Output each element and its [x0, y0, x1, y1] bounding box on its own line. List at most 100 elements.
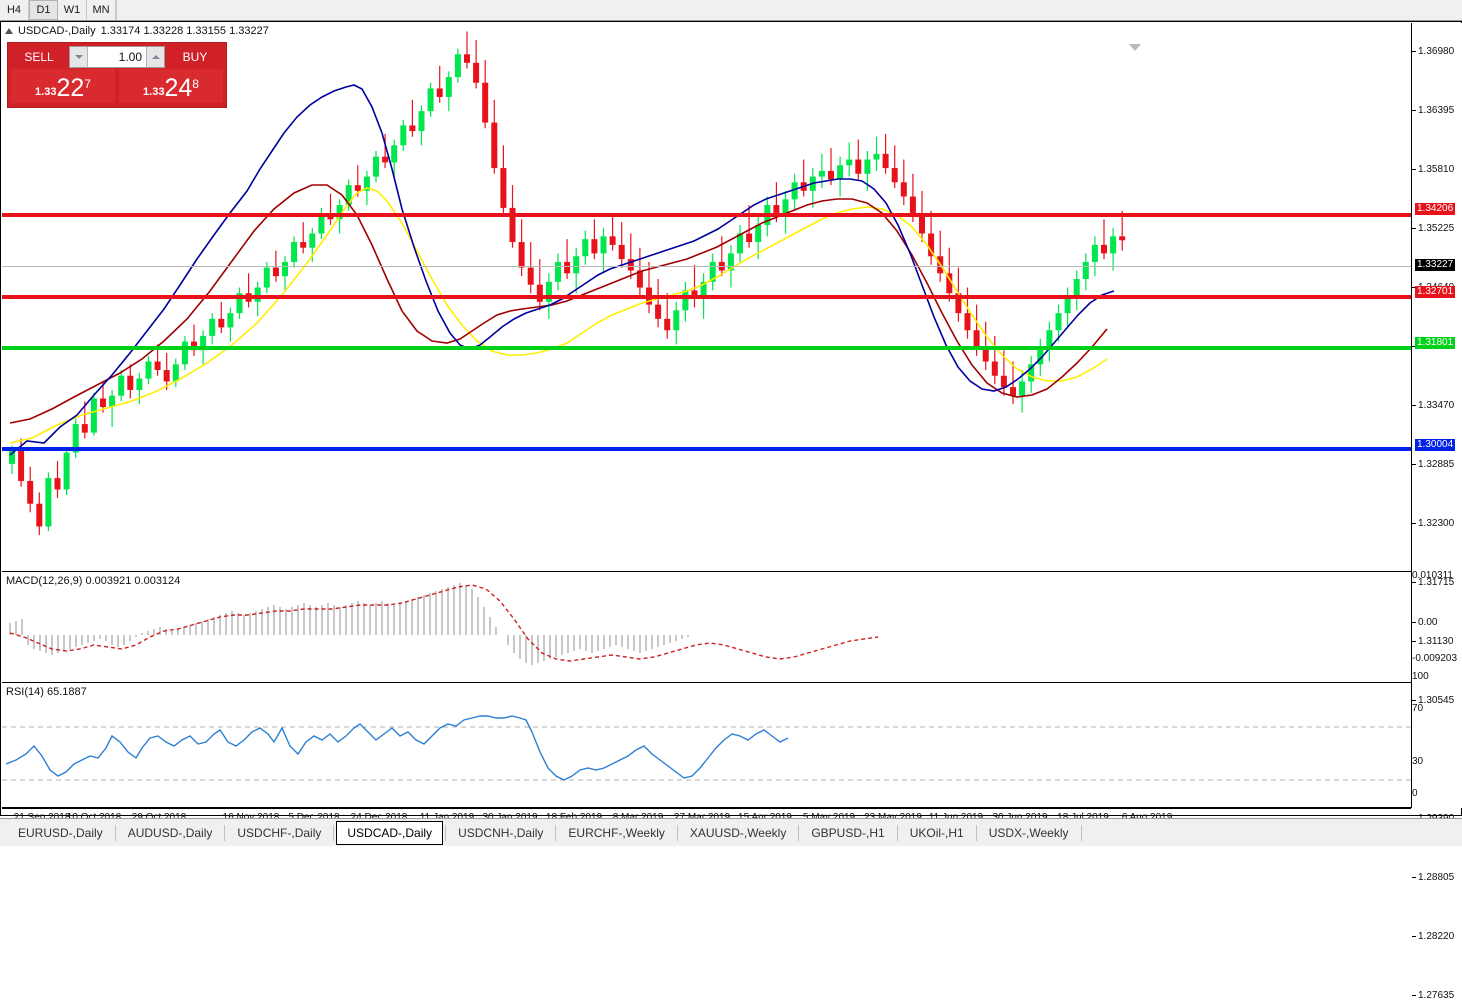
buy-price-prefix: 1.33	[143, 86, 165, 98]
tab-usdchf-daily[interactable]: USDCHF-,Daily	[237, 825, 322, 840]
tab-usdcad-daily[interactable]: USDCAD-,Daily	[336, 820, 444, 845]
trade-panel-top-row: SELL 1.00 BUY	[8, 43, 226, 68]
resistance-line-1[interactable]	[2, 213, 1411, 217]
crosshair-line	[2, 266, 1411, 267]
buy-price-main: 24	[164, 74, 193, 102]
candlestick-chart	[9, 31, 1126, 536]
ma-mid-line	[9, 184, 1108, 424]
tab-ukoil-h1[interactable]: UKOil-,H1	[909, 825, 964, 840]
macd-tick: 0.00	[1412, 617, 1437, 628]
time-tick: 11 Jan 2019	[420, 812, 474, 823]
price-tick: 1.31130	[1412, 636, 1453, 647]
time-tick: 5 May 2019	[803, 812, 855, 823]
chevron-down-icon	[74, 55, 83, 59]
price-tick: 1.28220	[1412, 931, 1454, 942]
volume-decrease-button[interactable]	[70, 47, 88, 67]
tab-eurchf-weekly[interactable]: EURCHF-,Weekly	[568, 825, 665, 840]
collapse-triangle-icon[interactable]	[5, 28, 13, 34]
price-tick: 1.27635	[1412, 990, 1454, 1001]
sell-price-main: 22	[56, 74, 85, 102]
price-axis[interactable]: 1.36980 1.36395 1.35810 1.35225 1.34640 …	[1411, 23, 1462, 1001]
time-tick: 8 Mar 2019	[613, 812, 664, 823]
time-tick: 16 Nov 2018	[223, 812, 280, 823]
price-tick: 1.36395	[1412, 105, 1454, 116]
time-tick: 10 Oct 2018	[67, 812, 121, 823]
time-axis[interactable]: 21 Sep 2018 10 Oct 2018 29 Oct 2018 16 N…	[2, 808, 1411, 830]
resistance-line-2[interactable]	[2, 295, 1411, 299]
price-pane[interactable]: SELL 1.00 BUY 1.33 22 7 1.33 24 8	[2, 23, 1411, 572]
rsi-tick: 30	[1412, 756, 1424, 767]
toolbar-empty-area	[116, 0, 1462, 20]
timeframe-mn[interactable]: MN	[87, 0, 116, 20]
tab-separator	[676, 824, 678, 841]
price-tick: 1.35225	[1412, 223, 1454, 234]
timeframe-w1[interactable]: W1	[58, 0, 87, 20]
price-tick: 1.35810	[1412, 164, 1454, 175]
time-tick: 30 Jan 2019	[482, 812, 537, 823]
macd-histogram	[9, 583, 689, 665]
tab-usdcnh-daily[interactable]: USDCNH-,Daily	[458, 825, 544, 840]
support-line-blue[interactable]	[2, 447, 1411, 451]
price-tick: 1.31715	[1412, 577, 1454, 588]
tab-xauusd-weekly[interactable]: XAUUSD-,Weekly	[689, 825, 787, 840]
buy-price-cell[interactable]: 1.33 24 8	[119, 69, 223, 103]
support-line-green[interactable]	[2, 346, 1411, 350]
timeframe-d1[interactable]: D1	[29, 0, 58, 20]
one-click-trading-panel[interactable]: SELL 1.00 BUY 1.33 22 7 1.33 24 8	[7, 42, 227, 108]
tab-separator	[896, 824, 898, 841]
rsi-label: RSI(14) 65.1887	[6, 686, 90, 698]
support-label-blue: 1.30004	[1415, 439, 1456, 451]
time-tick: 18 Feb 2019	[546, 812, 602, 823]
time-tick: 23 May 2019	[864, 812, 922, 823]
tab-separator	[114, 824, 116, 841]
time-tick: 24 Dec 2018	[351, 812, 408, 823]
resistance-label-2: 1.32701	[1415, 286, 1456, 298]
symbol-tab-bar: EURUSD-,Daily AUDUSD-,Daily USDCHF-,Dail…	[0, 818, 1462, 846]
tab-separator	[224, 824, 226, 841]
price-tick: 1.33470	[1412, 400, 1454, 411]
time-tick: 5 Dec 2018	[288, 812, 339, 823]
tab-gbpusd-h1[interactable]: GBPUSD-,H1	[811, 825, 885, 840]
chart-symbol-label: USDCAD-,Daily	[18, 25, 96, 37]
tab-audusd-daily[interactable]: AUDUSD-,Daily	[127, 825, 213, 840]
tab-separator	[798, 824, 800, 841]
chevron-down-icon[interactable]	[1129, 44, 1141, 51]
time-tick: 21 Sep 2018	[14, 812, 71, 823]
time-tick: 15 Apr 2019	[738, 812, 792, 823]
time-tick: 27 Mar 2019	[674, 812, 730, 823]
tab-separator	[975, 824, 977, 841]
price-tick: 1.30545	[1412, 695, 1454, 706]
chart-header: USDCAD-,Daily 1.33174 1.33228 1.33155 1.…	[5, 25, 269, 37]
macd-tick: 0.010311	[1412, 570, 1453, 581]
ma-fast-line	[9, 84, 1115, 456]
tab-eurusd-daily[interactable]: EURUSD-,Daily	[18, 825, 103, 840]
chevron-up-icon	[151, 55, 160, 59]
macd-pane[interactable]: MACD(12,26,9) 0.003921 0.003124	[2, 573, 1411, 683]
price-tick: 1.28805	[1412, 872, 1454, 883]
macd-signal-line	[9, 584, 879, 662]
trade-panel-prices: 1.33 22 7 1.33 24 8	[8, 68, 226, 106]
time-tick: 11 Jun 2019	[929, 812, 983, 823]
rsi-chart	[2, 715, 1411, 781]
tab-separator	[445, 824, 447, 841]
time-tick: 29 Oct 2018	[132, 812, 186, 823]
tab-usdx-weekly[interactable]: USDX-,Weekly	[988, 825, 1069, 840]
sell-price-fraction: 7	[84, 77, 91, 91]
macd-chart	[9, 583, 879, 665]
tab-separator	[555, 824, 557, 841]
sell-button[interactable]: SELL	[24, 50, 54, 64]
rsi-tick: 100	[1412, 671, 1429, 682]
sell-price-prefix: 1.33	[35, 86, 57, 98]
time-tick: 6 Aug 2019	[1122, 812, 1173, 823]
volume-value[interactable]: 1.00	[118, 50, 142, 64]
rsi-pane[interactable]: RSI(14) 65.1887	[2, 684, 1411, 808]
buy-button[interactable]: BUY	[182, 50, 208, 64]
macd-tick: -0.009203	[1412, 653, 1458, 664]
sell-price-cell[interactable]: 1.33 22 7	[11, 69, 115, 103]
rsi-line	[5, 715, 789, 781]
chart-ohlc-values: 1.33174 1.33228 1.33155 1.33227	[100, 25, 269, 37]
volume-increase-button[interactable]	[146, 47, 164, 67]
rsi-tick: 0	[1412, 788, 1418, 799]
volume-input[interactable]: 1.00	[69, 46, 165, 68]
timeframe-h4[interactable]: H4	[0, 0, 29, 20]
